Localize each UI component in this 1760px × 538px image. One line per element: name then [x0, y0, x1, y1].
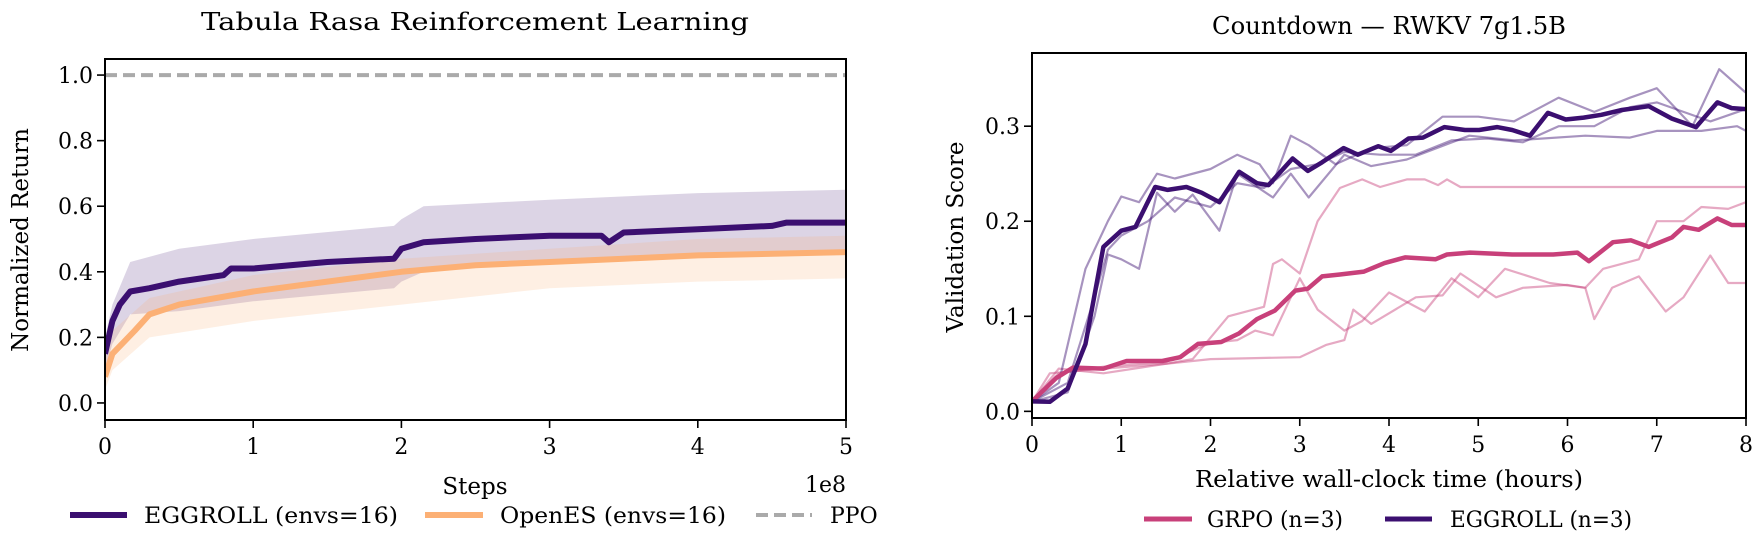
series-line-openes	[105, 249, 846, 378]
x-tick-label: 5	[1471, 433, 1485, 458]
chart-title: Countdown — RWKV 7g1.5B	[1212, 12, 1566, 40]
legend-label-eggroll: EGGROLL (n=3)	[1450, 508, 1632, 533]
chart-countdown: Countdown — RWKV 7g1.5B 0 1 2 3 4 5 6 7 80.00.10…	[943, 12, 1753, 533]
x-scale-label: 1e8	[805, 473, 846, 498]
chart-title: Tabula Rasa Reinforcement Learning	[201, 8, 749, 36]
x-tick-label: 5	[839, 435, 853, 460]
x-tick-label: 4	[691, 435, 705, 460]
x-tick-label: 3	[1293, 433, 1307, 458]
legend-label-ppo: PPO	[830, 504, 878, 529]
x-tick-label: 6	[1561, 433, 1575, 458]
x-tick-label: 1	[246, 435, 260, 460]
series-line-eggroll	[1032, 100, 1746, 405]
x-axis-label: Relative wall-clock time (hours)	[1195, 467, 1583, 493]
y-tick-label: 0.8	[58, 130, 93, 155]
axes-frame	[104, 58, 847, 421]
run-line-1-1	[1032, 125, 1746, 403]
chart-tabula-rasa: Tabula Rasa Reinforcement Learning 0 1 2 3 4…	[8, 8, 878, 529]
x-tick-label: 0	[1025, 433, 1039, 458]
y-tick-label: 0.2	[58, 326, 93, 351]
y-tick-label: 0.3	[985, 115, 1020, 140]
x-tick-label: 8	[1739, 433, 1753, 458]
plot-area: 0 1 2 3 4 5 0.0 0.2 0.4 0.6 0.8 1.0	[58, 58, 853, 460]
x-tick-label: 2	[394, 435, 408, 460]
x-tick-label: 1	[1114, 433, 1128, 458]
run-line-0-1	[1032, 201, 1746, 403]
series-line-grpo	[1032, 216, 1746, 404]
run-line-0-0	[1032, 178, 1746, 403]
legend: EGGROLL (envs=16) OpenES (envs=16) PPO	[70, 504, 878, 529]
y-tick-label: 0.0	[58, 392, 93, 417]
series-group	[1032, 68, 1746, 405]
x-tick-label: 7	[1650, 433, 1664, 458]
x-tick-label: 3	[543, 435, 557, 460]
x-tick-label: 4	[1382, 433, 1396, 458]
run-line-0-2	[1032, 254, 1746, 403]
legend-label-eggroll: EGGROLL (envs=16)	[144, 504, 398, 529]
y-tick-label: 0.2	[985, 210, 1020, 235]
series-group	[105, 73, 846, 390]
plot-area: 0 1 2 3 4 5 6 7 8 0.0 0.1 0.2 0.3	[985, 52, 1753, 458]
run-line-1-0	[1032, 68, 1746, 403]
y-tick-label: 0.1	[985, 305, 1020, 330]
y-tick-label: 0.0	[985, 400, 1020, 425]
legend-label-grpo: GRPO (n=3)	[1207, 508, 1343, 533]
y-axis-label: Normalized Return	[8, 128, 34, 352]
y-tick-label: 0.4	[58, 261, 93, 286]
y-tick-label: 1.0	[58, 64, 93, 89]
x-tick-label: 2	[1204, 433, 1218, 458]
y-tick-label: 0.6	[58, 195, 93, 220]
series-line-eggroll	[105, 219, 846, 355]
confidence-band-0	[105, 189, 846, 371]
x-tick-label: 0	[98, 435, 112, 460]
y-axis-label: Validation Score	[943, 141, 969, 333]
legend: GRPO (n=3) EGGROLL (n=3)	[1144, 508, 1632, 533]
confidence-band-1	[105, 235, 846, 390]
legend-label-openes: OpenES (envs=16)	[500, 504, 726, 529]
x-axis-label: Steps	[442, 474, 507, 500]
